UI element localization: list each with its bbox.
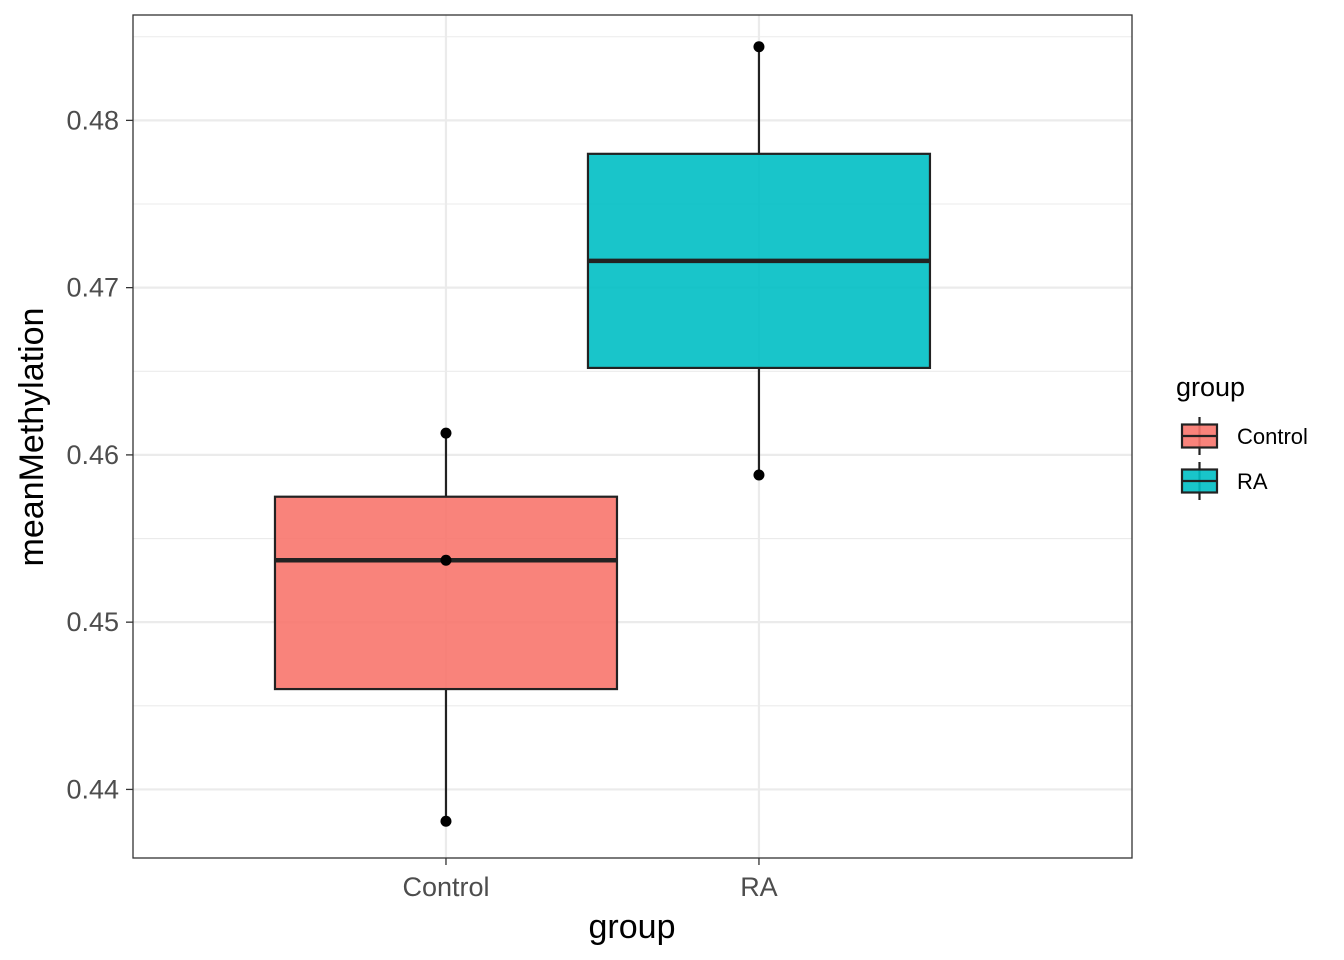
- legend-title: group: [1176, 372, 1245, 402]
- plot-panel-border: [132, 14, 1133, 859]
- legend: group Control RA: [1176, 372, 1308, 500]
- data-point: [440, 554, 452, 566]
- x-tick-label: Control: [402, 872, 489, 902]
- x-tick-label: RA: [740, 872, 778, 902]
- data-point: [440, 815, 452, 827]
- data-points: [440, 41, 765, 827]
- x-axis-title: group: [589, 908, 676, 946]
- x-axis: Control RA: [402, 858, 778, 902]
- y-tick-label: 0.44: [66, 774, 119, 804]
- y-tick-label: 0.46: [66, 440, 119, 470]
- y-tick-label: 0.47: [66, 273, 119, 303]
- legend-label: Control: [1237, 424, 1308, 449]
- data-point: [753, 41, 765, 53]
- legend-label: RA: [1237, 469, 1268, 494]
- data-point: [440, 427, 452, 439]
- box-control: [273, 495, 619, 691]
- y-tick-label: 0.48: [66, 105, 119, 135]
- y-tick-label: 0.45: [66, 607, 119, 637]
- plot-background: [133, 15, 1132, 858]
- boxes: [273, 46, 932, 822]
- y-axis-title: meanMethylation: [13, 308, 51, 567]
- y-axis: 0.44 0.45 0.46 0.47 0.48: [66, 105, 133, 804]
- data-point: [753, 469, 765, 481]
